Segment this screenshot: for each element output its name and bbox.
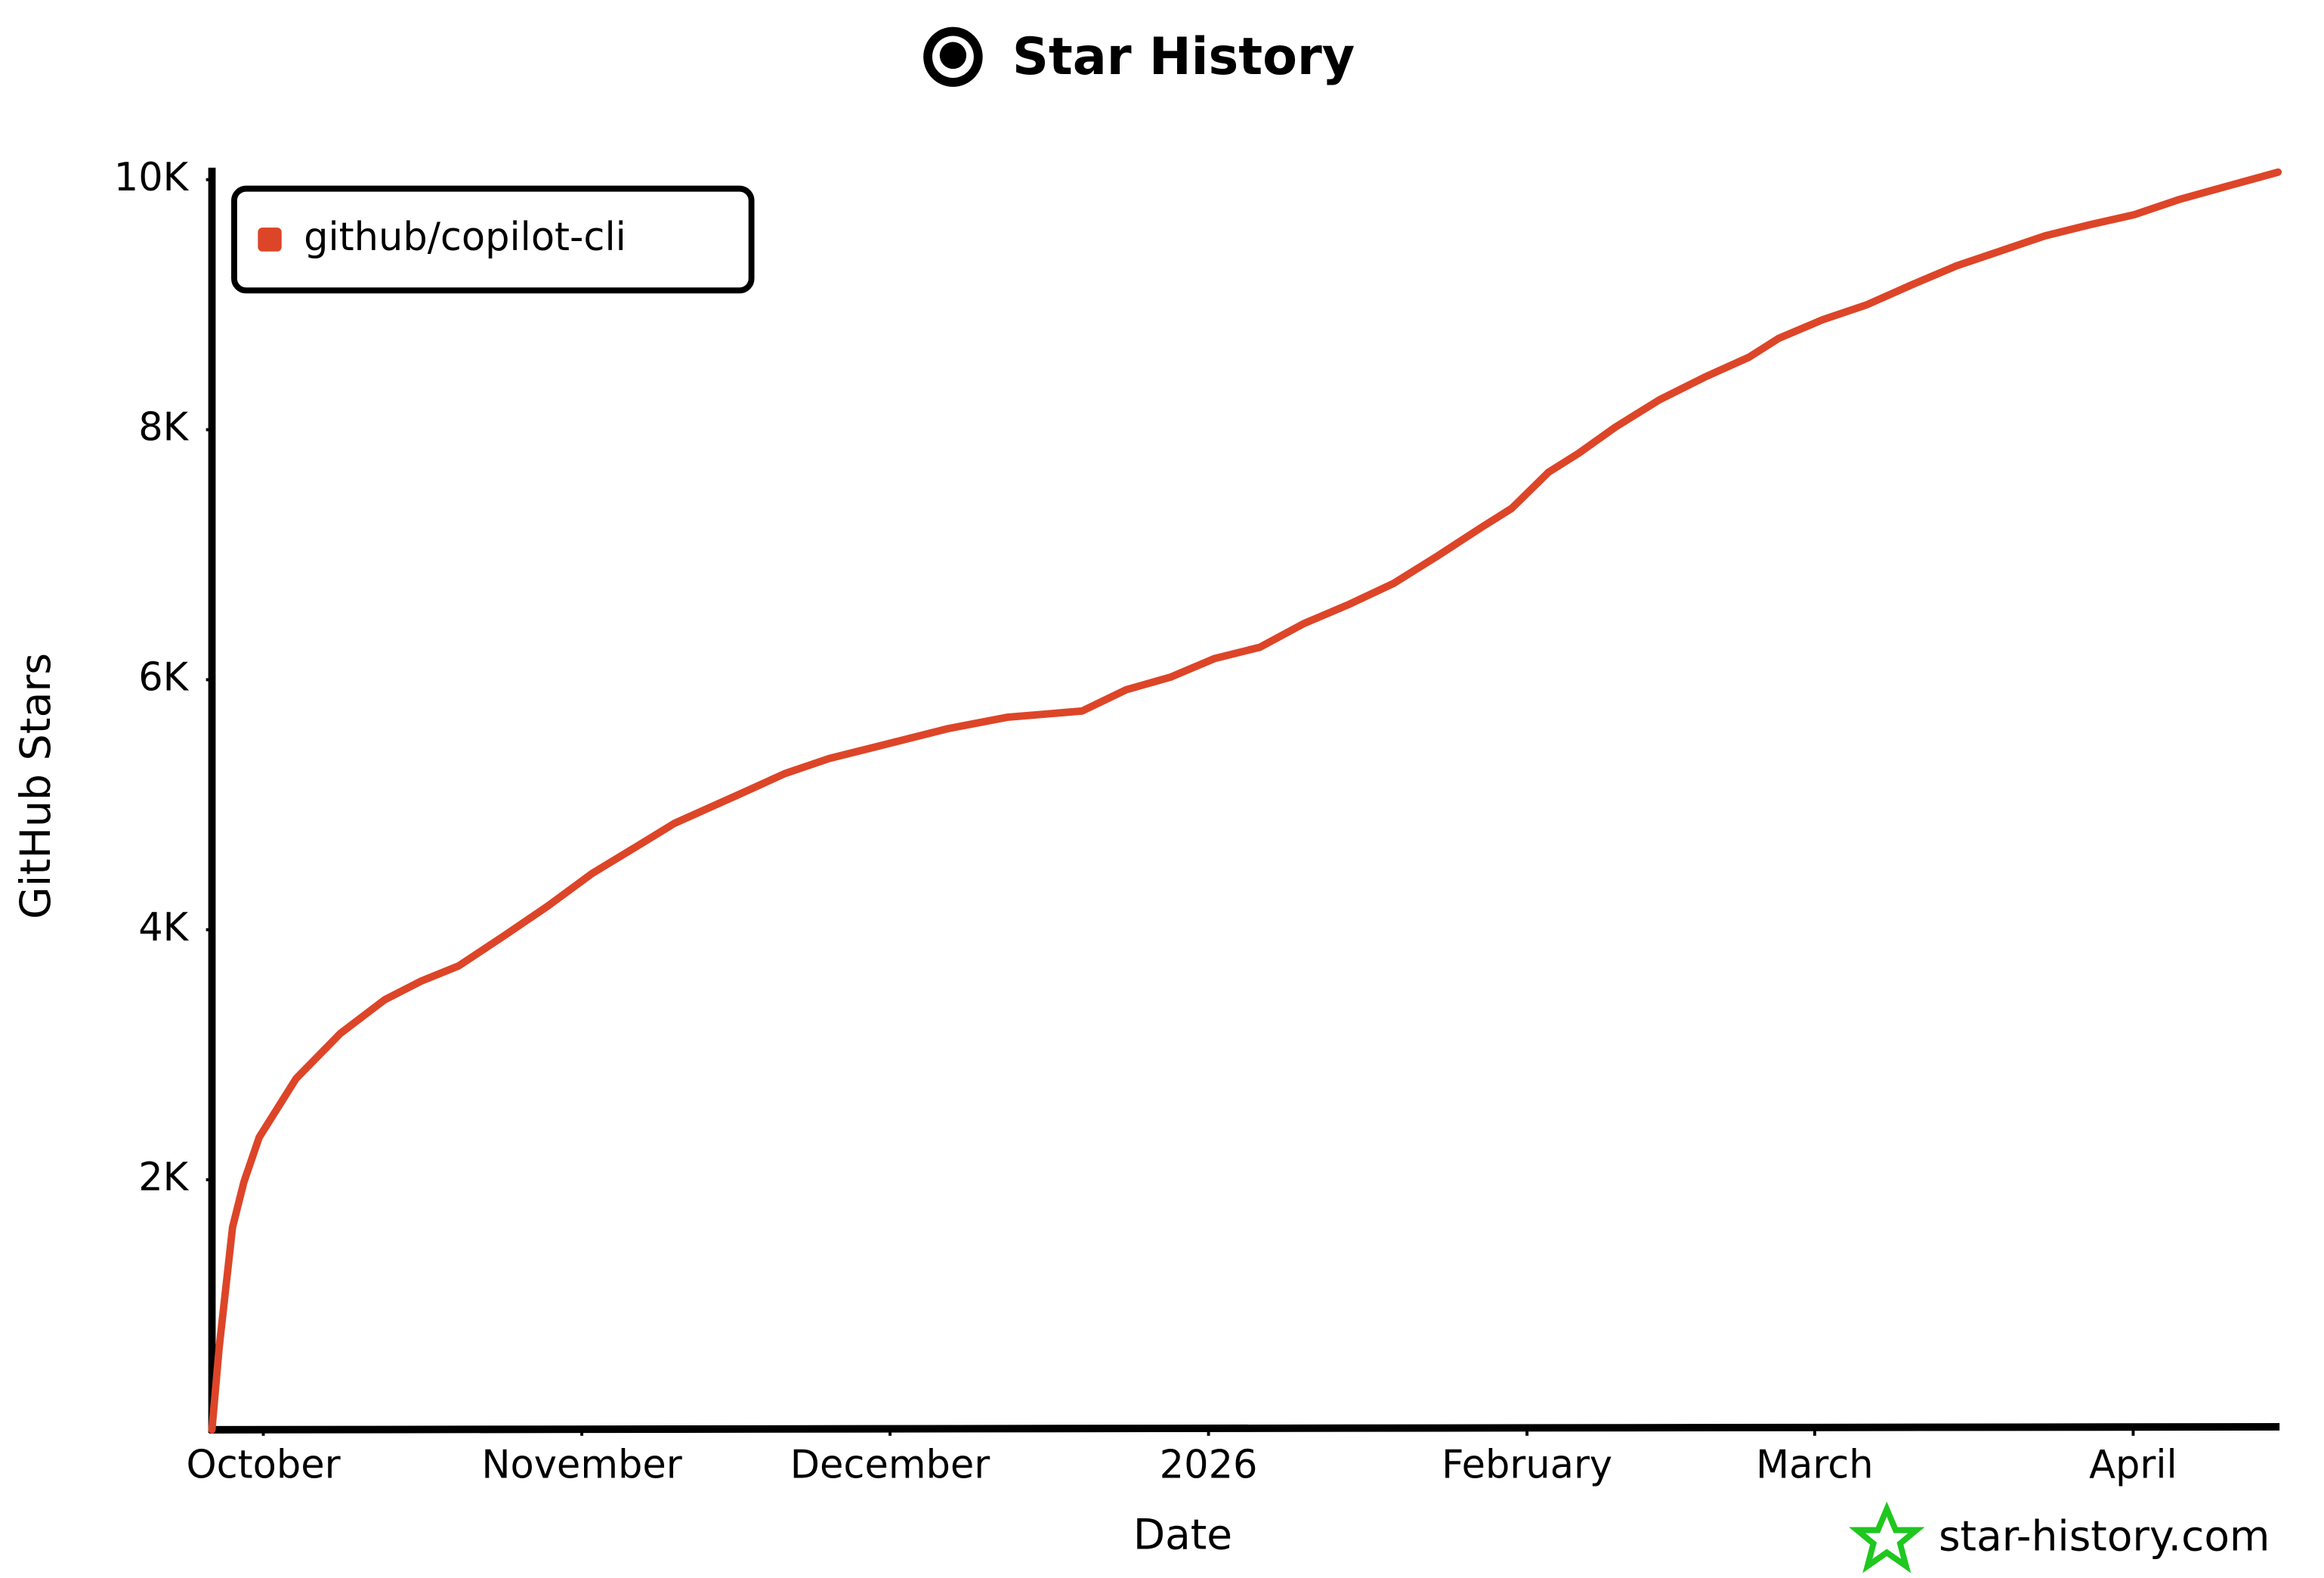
github-icon	[923, 26, 983, 87]
legend-box	[231, 185, 755, 294]
x-tick-label: December	[790, 1442, 990, 1487]
chart-title: Star History	[1012, 27, 1355, 86]
x-tick-label: February	[1442, 1442, 1612, 1487]
data-line	[208, 168, 2282, 1434]
y-tick-label: 4K	[138, 905, 189, 950]
y-tick-label: 8K	[138, 404, 189, 450]
legend-label: github/copilot-cli	[304, 215, 626, 260]
legend-swatch	[258, 227, 282, 252]
x-axis-label: Date	[1133, 1511, 1232, 1559]
y-tick-label: 2K	[138, 1155, 189, 1200]
watermark: star-history.com	[1939, 1512, 2270, 1561]
x-axis	[209, 1422, 2280, 1434]
watermark-logo	[1849, 1501, 1925, 1573]
x-tick-label: March	[1756, 1442, 1873, 1487]
x-tick-label: April	[2089, 1442, 2177, 1487]
x-tick-label: 2026	[1160, 1442, 1258, 1487]
y-tick-label: 6K	[138, 654, 189, 700]
x-tick-label: November	[481, 1442, 682, 1487]
y-axis-label: GitHub Stars	[12, 653, 60, 919]
y-tick-label: 10K	[114, 155, 190, 200]
x-tick-label: October	[186, 1442, 341, 1487]
